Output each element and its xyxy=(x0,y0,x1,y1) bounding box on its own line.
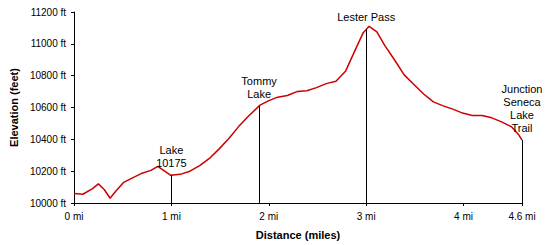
svg-text:Lester Pass: Lester Pass xyxy=(337,11,396,23)
svg-text:11200 ft: 11200 ft xyxy=(31,7,67,18)
svg-text:10200 ft: 10200 ft xyxy=(30,166,66,177)
svg-text:Lake: Lake xyxy=(247,88,271,100)
svg-text:Junction: Junction xyxy=(502,83,543,95)
svg-text:4 mi: 4 mi xyxy=(454,211,473,222)
svg-text:Lake: Lake xyxy=(159,144,183,156)
svg-text:Lake: Lake xyxy=(510,109,534,121)
svg-text:10400 ft: 10400 ft xyxy=(30,134,66,145)
svg-text:Distance (miles): Distance (miles) xyxy=(256,229,341,241)
svg-text:10000 ft: 10000 ft xyxy=(30,198,66,209)
svg-text:Trail: Trail xyxy=(512,122,533,134)
svg-text:10175: 10175 xyxy=(156,157,187,169)
svg-text:3 mi: 3 mi xyxy=(357,211,376,222)
svg-text:Seneca: Seneca xyxy=(503,96,541,108)
svg-text:Tommy: Tommy xyxy=(241,75,277,87)
svg-text:10600 ft: 10600 ft xyxy=(30,102,66,113)
svg-text:1 mi: 1 mi xyxy=(162,211,181,222)
svg-text:11000 ft: 11000 ft xyxy=(31,38,67,49)
svg-text:4.6 mi: 4.6 mi xyxy=(508,211,535,222)
svg-text:2 mi: 2 mi xyxy=(259,211,278,222)
svg-text:10800 ft: 10800 ft xyxy=(30,70,66,81)
svg-text:0 mi: 0 mi xyxy=(65,211,84,222)
svg-text:Elevation (feet): Elevation (feet) xyxy=(8,68,20,147)
